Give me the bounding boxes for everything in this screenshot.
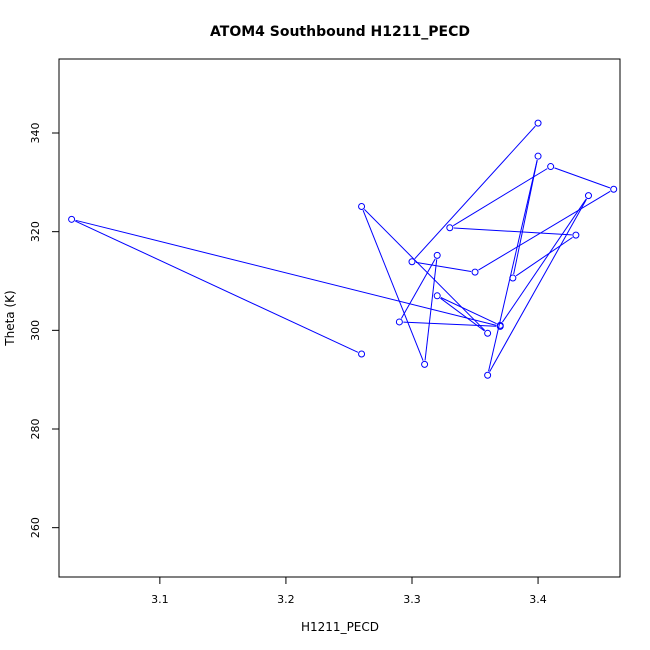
- data-point: [421, 360, 429, 368]
- x-tick-label: 3.2: [277, 593, 295, 606]
- data-point: [610, 185, 618, 193]
- x-tick-label: 3.1: [151, 593, 169, 606]
- data-point: [68, 215, 76, 223]
- series-line-segment: [513, 160, 538, 275]
- data-point: [433, 292, 441, 300]
- series-line-segment: [452, 168, 548, 227]
- series-line-segment: [424, 259, 438, 361]
- data-point: [358, 203, 366, 211]
- series-line-segment: [414, 125, 536, 260]
- data-point: [484, 371, 492, 379]
- data-point: [509, 274, 517, 282]
- x-tick-label: 3.3: [403, 593, 421, 606]
- y-tick-label: 320: [29, 221, 42, 242]
- series-line-segment: [75, 220, 359, 353]
- data-point: [484, 329, 492, 337]
- data-point: [534, 152, 542, 160]
- data-point: [408, 258, 416, 266]
- data-point: [395, 318, 403, 326]
- y-axis-label: Theta (K): [3, 290, 17, 346]
- series-line-segment: [478, 190, 611, 271]
- series-line-segment: [554, 167, 611, 189]
- x-axis: 3.1 3.2 3.3 3.4: [151, 576, 547, 606]
- chart-title: ATOM4 Southbound H1211_PECD: [210, 24, 470, 40]
- series-line-segment: [440, 297, 497, 325]
- data-point: [572, 231, 580, 239]
- y-axis: 260 280 300 320 340: [29, 123, 60, 538]
- data-point: [471, 268, 479, 276]
- y-tick-label: 280: [29, 419, 42, 440]
- y-tick-label: 300: [29, 320, 42, 341]
- y-tick-label: 340: [29, 123, 42, 144]
- x-axis-label: H1211_PECD: [301, 620, 379, 634]
- plot-frame: [58, 58, 621, 578]
- x-tick-label: 3.4: [529, 593, 547, 606]
- series-line-segment: [488, 159, 538, 372]
- data-point: [534, 119, 542, 127]
- series-line-segment: [489, 198, 587, 372]
- series-line-segment: [75, 219, 497, 326]
- data-point: [433, 251, 441, 259]
- series-line-segment: [415, 261, 472, 272]
- data-point: [358, 350, 366, 358]
- series-layer: [68, 119, 618, 379]
- data-point: [584, 192, 592, 200]
- series-line-segment: [502, 198, 587, 323]
- series-line-segment: [440, 297, 485, 332]
- series-line-segment: [403, 321, 497, 327]
- series-line-segment: [400, 258, 436, 319]
- data-point: [547, 163, 555, 171]
- series-line-segment: [453, 227, 572, 236]
- data-point: [496, 321, 504, 329]
- data-point: [446, 224, 454, 232]
- series-line-segment: [515, 236, 573, 277]
- series-line-segment: [364, 208, 486, 331]
- y-tick-label: 260: [29, 517, 42, 538]
- series-line-segment: [362, 210, 424, 361]
